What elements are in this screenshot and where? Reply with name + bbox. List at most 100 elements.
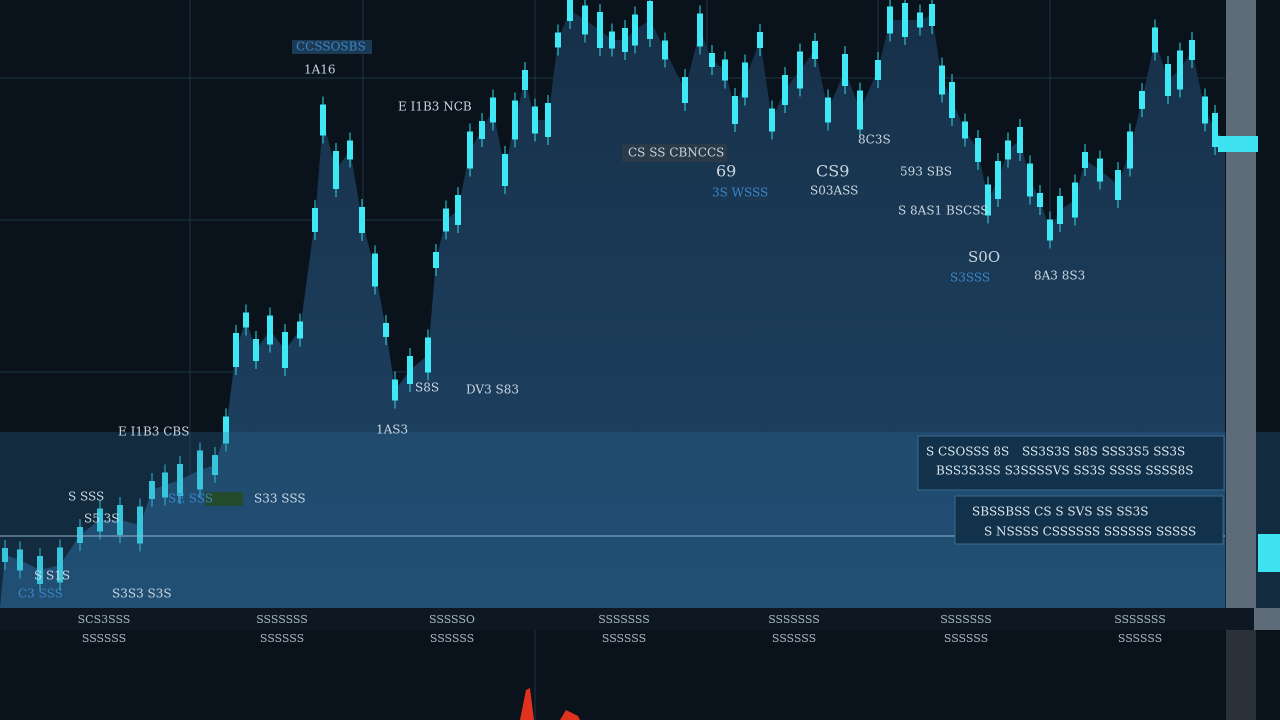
time-label: SSSSSSS: [256, 613, 308, 626]
candle-body: [917, 12, 923, 28]
annotation: 593 SBS: [900, 165, 952, 179]
candle-body: [359, 207, 365, 233]
candle-body: [333, 151, 339, 189]
candle-body: [682, 77, 688, 103]
annotation: 1AS3: [376, 423, 408, 437]
candle-body: [545, 103, 551, 137]
time-label: SSSSSO: [429, 613, 475, 626]
candle-body: [857, 90, 863, 130]
scrollbar[interactable]: [1226, 0, 1256, 608]
annotation: S S1S: [34, 569, 70, 583]
candle-body: [407, 356, 413, 384]
candle-body: [77, 527, 83, 543]
candle-body: [1057, 196, 1063, 224]
annotation: 3S WSSS: [712, 186, 768, 200]
candle-body: [522, 70, 528, 90]
candle-body: [939, 65, 945, 95]
candle-body: [962, 121, 968, 139]
annotation: S33 SSS: [254, 492, 306, 506]
candle-body: [425, 337, 431, 373]
candle-body: [1005, 140, 1011, 160]
candle-body: [1017, 127, 1023, 153]
time-label: SSSSSS: [430, 632, 474, 645]
candle-body: [2, 548, 8, 562]
candle-body: [1097, 158, 1103, 182]
candle-body: [722, 59, 728, 81]
candle-body: [433, 252, 439, 268]
info-text: SBSSBSS CS S SVS SS SS3S: [972, 505, 1148, 519]
candle-body: [632, 14, 638, 46]
info-text: S NSSSS CSSSSSS SSSSSS SSSSS: [984, 525, 1196, 539]
annotation: DV3 S83: [466, 383, 519, 397]
candle-body: [887, 6, 893, 34]
candle-body: [1127, 131, 1133, 169]
annotation: S0O: [968, 248, 1000, 266]
candle-body: [117, 505, 123, 535]
label-box: [205, 492, 243, 506]
candle-body: [975, 138, 981, 162]
candle-body: [455, 195, 461, 225]
scroll-corner[interactable]: [1254, 608, 1280, 630]
candle-body: [253, 339, 259, 361]
candle-body: [742, 62, 748, 98]
candle-body: [267, 315, 273, 345]
candle-body: [1115, 170, 1121, 200]
candle-body: [647, 1, 653, 39]
annotation: S8S: [415, 381, 439, 395]
price-marker: [1218, 136, 1258, 152]
candle-body: [347, 140, 353, 160]
candle-body: [985, 184, 991, 216]
info-text: SS3S3S S8S SSS3S5 SS3S: [1022, 445, 1185, 459]
annotation: SE SSS: [168, 492, 213, 506]
candle-body: [197, 450, 203, 490]
candle-body: [1082, 152, 1088, 168]
time-label: SSSSSS: [1118, 632, 1162, 645]
time-label: SSSSSSS: [768, 613, 820, 626]
candle-body: [697, 13, 703, 47]
candle-body: [512, 100, 518, 140]
candle-body: [392, 379, 398, 401]
candle-body: [57, 547, 63, 583]
candle-body: [467, 131, 473, 169]
annotation: S 8AS1 BSCSS: [898, 204, 988, 218]
scrollbar[interactable]: [1226, 630, 1256, 720]
candle-body: [383, 323, 389, 337]
label-box: [622, 144, 727, 162]
info-box: [954, 495, 1224, 545]
candle-body: [1189, 40, 1195, 60]
candle-body: [312, 208, 318, 232]
annotation: 1A16: [304, 63, 336, 77]
candle-body: [320, 104, 326, 136]
annotation: 8C3S: [858, 133, 891, 147]
annotation: S3S3 S3S: [112, 587, 172, 601]
candle-body: [233, 333, 239, 367]
candle-body: [1072, 182, 1078, 218]
candle-body: [502, 154, 508, 186]
annotation: E I1B3 NCB: [398, 100, 472, 114]
candle-body: [555, 32, 561, 48]
annotation: S SSS: [68, 490, 104, 504]
candle-body: [797, 51, 803, 89]
annotation: 8A3 8S3: [1034, 269, 1085, 283]
candle-body: [567, 0, 573, 21]
candle-body: [443, 208, 449, 232]
candle-body: [1165, 64, 1171, 96]
candle-body: [1177, 50, 1183, 90]
candle-body: [732, 96, 738, 124]
candle-body: [490, 97, 496, 123]
candle-body: [995, 161, 1001, 199]
time-label: SCS3SSS: [78, 613, 131, 626]
candle-body: [1139, 91, 1145, 109]
price-marker: [1258, 534, 1280, 572]
annotation: C3 SSS: [18, 587, 63, 601]
annotation: S5 3S: [84, 512, 120, 526]
candle-body: [177, 464, 183, 496]
candle-body: [1152, 27, 1158, 53]
time-label: SSSSSS: [260, 632, 304, 645]
candle-body: [929, 4, 935, 26]
time-label: SSSSSSS: [1114, 613, 1166, 626]
label-box: [292, 40, 372, 54]
candle-body: [902, 3, 908, 37]
candle-body: [582, 5, 588, 35]
